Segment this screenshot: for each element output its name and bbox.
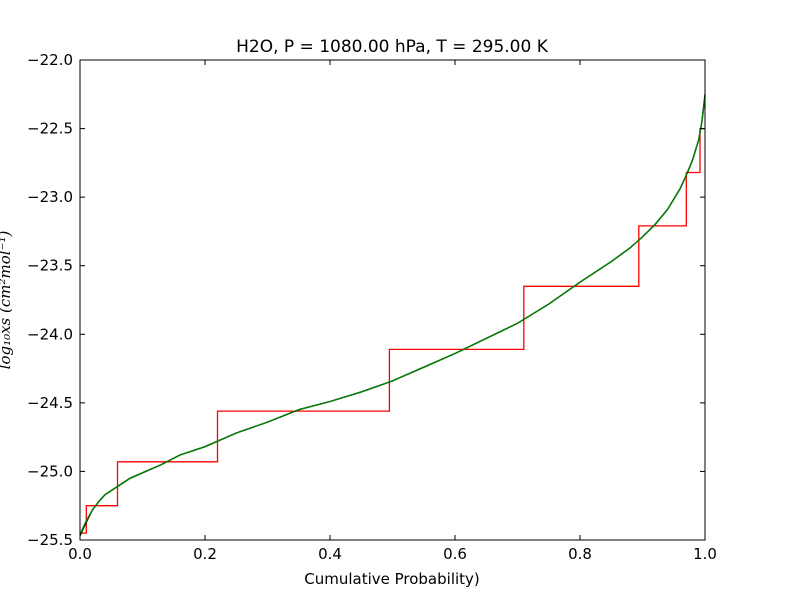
chart-title: H2O, P = 1080.00 hPa, T = 295.00 K <box>236 37 549 57</box>
x-tick-label: 0.4 <box>318 545 342 563</box>
x-tick-label: 1.0 <box>693 545 717 563</box>
series-layer <box>79 94 706 537</box>
y-tick-label: −23.5 <box>27 257 73 275</box>
x-tick-label: 0.0 <box>68 545 92 563</box>
y-tick-label: −24.0 <box>27 325 73 343</box>
y-axis-label: log₁₀xs (cm²mol⁻¹) <box>0 231 14 370</box>
x-tick-label: 0.2 <box>193 545 217 563</box>
series-line-1 <box>79 96 706 535</box>
x-tick-label: 0.6 <box>443 545 467 563</box>
y-tick-label: −23.0 <box>27 188 73 206</box>
y-tick-label: −25.0 <box>27 462 73 480</box>
plot-frame <box>79 59 706 541</box>
x-axis-label: Cumulative Probability) <box>304 570 480 588</box>
y-tick-label: −22.5 <box>27 120 73 138</box>
x-tick-label: 0.8 <box>568 545 592 563</box>
y-tick-label: −22.0 <box>27 51 73 69</box>
y-tick-label: −25.5 <box>27 531 73 549</box>
tick-layer: 0.0 0.2 0.4 0.6 0.8 1.0 −22.0 −22.5 −23.0 −23.5 −2… <box>27 51 717 563</box>
series-line-2 <box>80 127 705 534</box>
y-tick-label: −24.5 <box>27 394 73 412</box>
